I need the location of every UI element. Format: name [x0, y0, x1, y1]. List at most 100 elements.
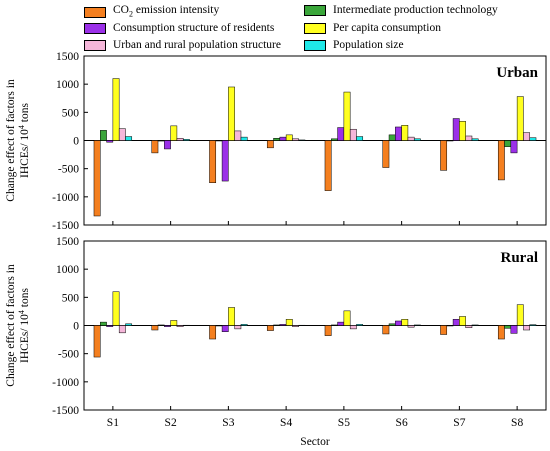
bar: [382, 140, 390, 168]
y-tick-label: -1000: [52, 192, 79, 204]
bar: [446, 325, 454, 327]
x-tick-label: S1: [107, 417, 119, 429]
bar: [273, 137, 281, 141]
bar: [523, 325, 530, 331]
bar: [228, 307, 235, 326]
bar: [407, 136, 415, 141]
bar: [324, 140, 332, 191]
bar: [151, 325, 159, 331]
bar: [510, 325, 518, 334]
bar: [516, 96, 524, 141]
legend-label: Population size: [333, 39, 404, 51]
bar: [100, 321, 107, 326]
x-tick-label: S7: [453, 417, 465, 429]
bar: [125, 323, 133, 326]
bar: [118, 128, 126, 141]
bar: [164, 325, 171, 327]
y-tick-label: 1000: [56, 264, 79, 276]
bar: [395, 320, 402, 326]
bar: [452, 319, 460, 326]
y-tick-label: -1500: [52, 405, 79, 417]
bar: [331, 138, 338, 141]
legend-label: Intermediate production technology: [333, 4, 498, 16]
bar: [266, 140, 274, 149]
bar: [112, 291, 120, 326]
bar: [413, 138, 421, 141]
legend-label: Per capita consumption: [333, 22, 441, 34]
bar: [209, 325, 217, 340]
bar: [529, 137, 537, 141]
chart-panel-rural: -1500 -1000 -500 0 500 1000 1500 Change effect …: [5, 236, 547, 448]
bar: [413, 324, 421, 326]
bar: [510, 140, 518, 154]
panel-title: Urban: [496, 65, 538, 81]
legend-swatch: [84, 23, 106, 34]
y-axis-label: Change effect of factors in IHCEs/ 104 to…: [5, 264, 31, 387]
bar: [343, 310, 351, 326]
bar: [228, 86, 235, 141]
legend-item-co2-emission-intensity: CO2 emission intensity: [84, 4, 219, 20]
bar: [266, 325, 274, 331]
bar: [440, 140, 448, 171]
y-tick-label: 0: [73, 321, 79, 333]
bar: [337, 127, 345, 141]
bar: [465, 135, 473, 141]
bar: [125, 136, 133, 141]
legend-item-population-structure: Urban and rural population structure: [84, 39, 281, 52]
bar: [324, 325, 332, 336]
bar: [157, 140, 165, 142]
x-tick-label: S3: [222, 417, 234, 429]
bar: [446, 140, 454, 142]
bar: [221, 140, 229, 182]
bar: [459, 316, 466, 326]
bar: [215, 325, 223, 327]
legend-swatch: [84, 40, 106, 51]
x-axis-label: Sector: [300, 436, 330, 448]
bar: [100, 130, 107, 141]
legend-item-per-capita-consumption: Per capita consumption: [304, 22, 441, 35]
bar: [240, 324, 248, 326]
bar: [118, 325, 126, 334]
bar: [234, 130, 242, 141]
bar: [273, 324, 281, 326]
bar: [176, 137, 184, 141]
legend-swatch: [304, 40, 326, 51]
bar: [349, 128, 357, 141]
bar: [388, 323, 396, 326]
bar: [215, 140, 223, 142]
bar: [356, 324, 364, 326]
bar: [106, 325, 114, 327]
x-tick-label: S4: [280, 417, 292, 429]
bar: [106, 140, 114, 143]
legend-label: CO2 emission intensity: [113, 4, 220, 19]
chart-panel-urban: -1500 -1000 -500 0 500 1000 1500 Change effect …: [5, 51, 547, 232]
bar: [112, 78, 120, 141]
y-tick-label: -500: [58, 164, 79, 176]
legend-swatch: [84, 6, 106, 18]
bar: [395, 126, 402, 141]
y-tick-label: 1500: [56, 236, 79, 248]
y-tick-label: 1500: [56, 51, 79, 63]
bar: [209, 140, 217, 183]
legend-swatch: [304, 5, 326, 16]
x-tick-label: S6: [396, 417, 408, 429]
legend-label: Urban and rural population structure: [113, 39, 281, 51]
bar: [292, 138, 299, 141]
bar: [164, 140, 171, 150]
bar: [279, 324, 287, 326]
bar: [516, 304, 524, 326]
x-tick-label: S8: [511, 417, 523, 429]
bar: [529, 324, 537, 326]
bar: [407, 325, 415, 328]
y-tick-label: -1000: [52, 377, 79, 389]
bar: [401, 319, 409, 326]
bar: [356, 136, 364, 141]
bar: [292, 325, 299, 327]
legend-item-consumption-structure: Consumption structure of residents: [84, 22, 274, 35]
bar: [504, 325, 512, 329]
bar: [497, 325, 505, 340]
y-tick-label: 500: [62, 107, 80, 119]
bar: [170, 125, 178, 141]
bar: [285, 134, 293, 141]
bar: [298, 324, 306, 326]
